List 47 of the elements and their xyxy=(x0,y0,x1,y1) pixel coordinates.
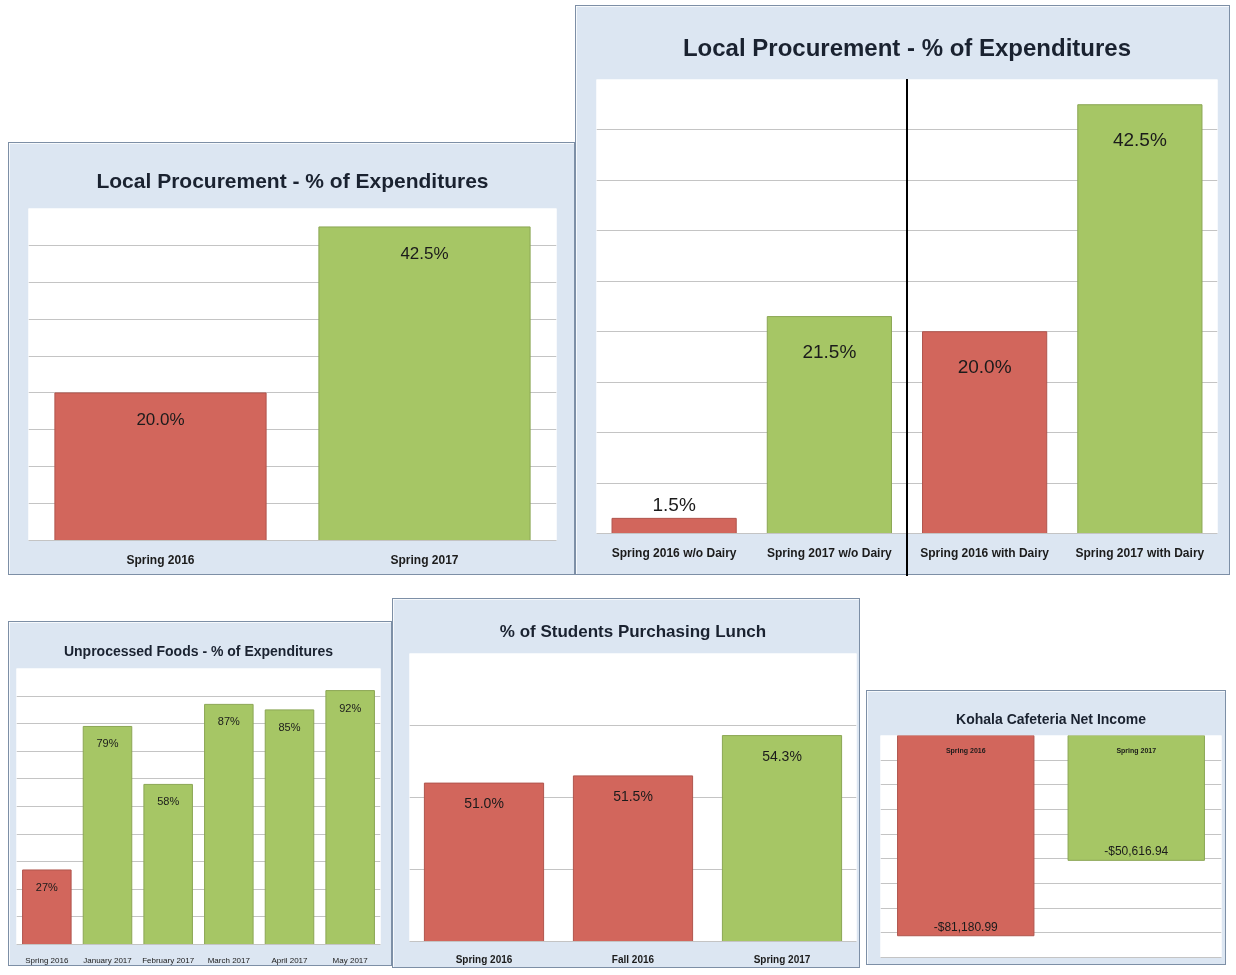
x-tick-label: April 2017 xyxy=(271,955,309,965)
bar xyxy=(204,703,254,945)
x-tick-label: Spring 2017 with Dairy xyxy=(1075,545,1205,560)
data-label: 1.5% xyxy=(652,494,696,516)
bar xyxy=(82,725,133,945)
x-tick-label: May 2017 xyxy=(332,955,369,965)
bar xyxy=(22,869,72,945)
data-label: 21.5% xyxy=(802,340,857,362)
data-label: -$50,616.94 xyxy=(1104,844,1169,859)
data-label: 85% xyxy=(278,720,301,733)
x-tick-label: Spring 2016 w/o Dairy xyxy=(611,545,737,560)
bar xyxy=(611,517,737,534)
x-tick-label: Spring 2016 xyxy=(25,955,69,965)
x-tick-label: Spring 2017 xyxy=(753,953,811,965)
x-tick-label: Spring 2016 xyxy=(455,953,513,965)
bar xyxy=(143,783,193,945)
chart-title: Unprocessed Foods - % of Expenditures xyxy=(63,642,334,659)
bar xyxy=(1077,104,1203,534)
x-tick-label: Spring 2016 with Dairy xyxy=(920,545,1050,560)
data-label: 51.5% xyxy=(613,787,653,804)
x-tick-label: March 2017 xyxy=(207,955,251,965)
data-label: 58% xyxy=(157,795,180,808)
x-tick-label: February 2017 xyxy=(142,955,195,965)
data-label: 20.0% xyxy=(136,409,185,429)
x-tick-label: Spring 2017 xyxy=(390,552,459,567)
data-label: 79% xyxy=(96,737,119,750)
x-tick-label: Spring 2016 xyxy=(126,552,195,567)
data-label: 92% xyxy=(339,701,362,714)
bar xyxy=(766,316,892,534)
data-label: 42.5% xyxy=(1112,128,1167,150)
bar xyxy=(325,690,375,945)
chart-title: Local Procurement - % of Expenditures xyxy=(96,168,489,192)
chart-title: Local Procurement - % of Expenditures xyxy=(682,33,1132,61)
x-tick-label: Spring 2017 w/o Dairy xyxy=(767,545,893,560)
data-label: 42.5% xyxy=(400,243,449,263)
data-label: 51.0% xyxy=(464,795,504,812)
chart-title: % of Students Purchasing Lunch xyxy=(499,622,767,641)
bar xyxy=(922,331,1048,534)
data-label: -$81,180.99 xyxy=(933,919,999,934)
bar xyxy=(264,709,315,945)
data-label: 54.3% xyxy=(762,747,802,764)
data-label: 87% xyxy=(217,715,241,728)
x-tick-label: Fall 2016 xyxy=(611,953,655,965)
data-label: 27% xyxy=(35,880,59,893)
chart-title: Kohala Cafeteria Net Income xyxy=(956,710,1147,727)
x-tick-label: January 2017 xyxy=(83,955,133,965)
data-label: 20.0% xyxy=(957,355,1012,377)
